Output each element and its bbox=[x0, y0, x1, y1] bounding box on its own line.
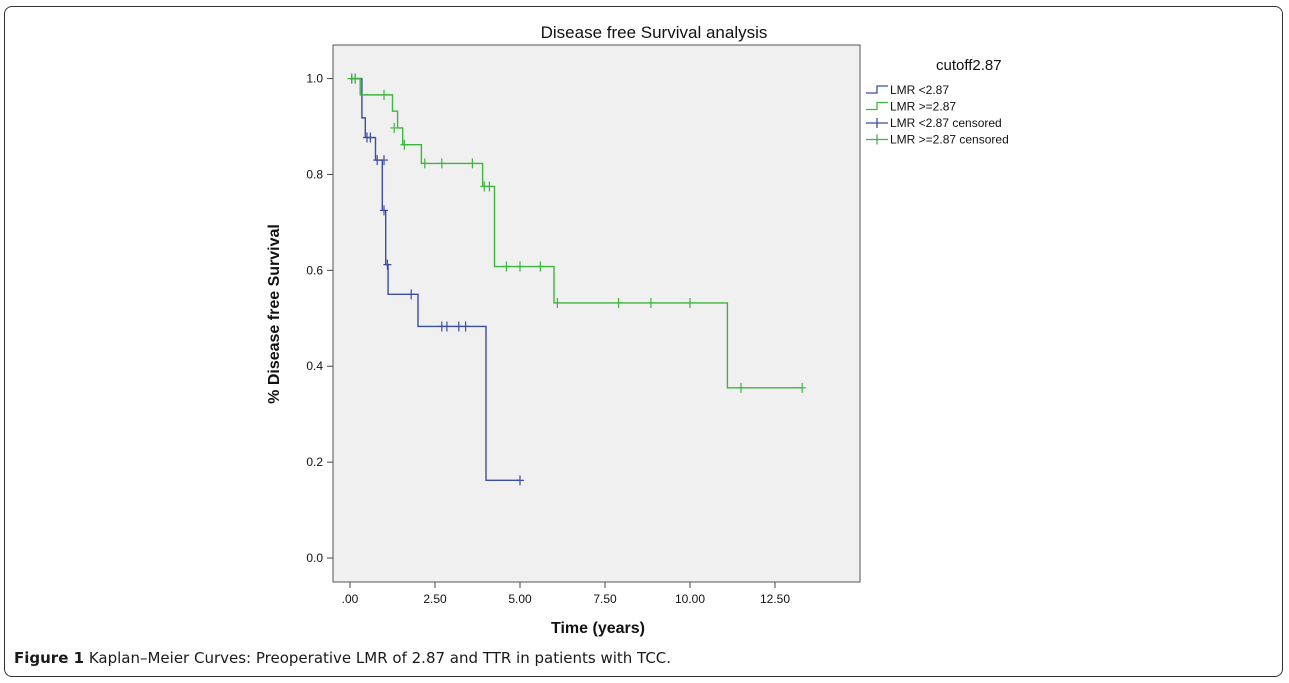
y-tick-label: 0.2 bbox=[306, 455, 323, 469]
legend-label: LMR >=2.87 censored bbox=[890, 133, 1009, 147]
legend-label: LMR <2.87 bbox=[890, 83, 949, 97]
x-tick-label: 12.50 bbox=[760, 592, 790, 606]
y-tick-label: 0.4 bbox=[306, 359, 323, 373]
censor-mark bbox=[502, 261, 511, 272]
x-tick-label: 5.00 bbox=[508, 592, 532, 606]
legend-title: cutoff2.87 bbox=[936, 57, 1002, 74]
chart-title: Disease free Survival analysis bbox=[541, 23, 768, 42]
figure-label: Figure 1 bbox=[14, 649, 85, 667]
y-axis-ticks: 0.0 0.2 0.4 0.6 0.8 1.0 bbox=[306, 72, 333, 565]
legend-swatch bbox=[866, 101, 888, 111]
censor-mark bbox=[516, 261, 524, 272]
censor-mark bbox=[468, 158, 477, 169]
censor-mark bbox=[437, 158, 446, 169]
censor-mark bbox=[390, 122, 399, 133]
censor-mark bbox=[380, 205, 388, 216]
legend-label: LMR <2.87 censored bbox=[890, 116, 1002, 130]
censor-mark bbox=[351, 73, 360, 84]
plot-area bbox=[332, 44, 861, 583]
legend-label: LMR >=2.87 bbox=[890, 100, 956, 114]
legend-swatch bbox=[866, 134, 888, 145]
survival-curves bbox=[347, 73, 807, 486]
censor-mark bbox=[798, 382, 807, 393]
censor-mark bbox=[485, 181, 494, 192]
x-tick-label: .00 bbox=[342, 592, 359, 606]
km-chart: Disease free Survival analysis 0.0 0.2 0.4… bbox=[266, 23, 1009, 637]
figure-frame bbox=[4, 6, 1283, 677]
y-axis-label: % Disease free Survival bbox=[266, 224, 283, 404]
survival-curve-series-2 bbox=[350, 77, 803, 389]
y-tick-label: 0.6 bbox=[306, 263, 323, 277]
censor-mark bbox=[686, 297, 694, 308]
x-tick-label: 10.00 bbox=[675, 592, 705, 606]
legend: LMR <2.87 LMR >=2.87 LMR <2.87 censored LMR… bbox=[866, 83, 1009, 147]
censor-mark bbox=[553, 297, 562, 308]
legend-swatch bbox=[866, 118, 888, 128]
y-tick-label: 1.0 bbox=[306, 72, 323, 86]
censor-mark bbox=[373, 155, 382, 166]
censor-mark bbox=[383, 259, 392, 270]
censor-mark bbox=[420, 158, 429, 169]
legend-swatch bbox=[866, 85, 888, 94]
censor-mark bbox=[536, 261, 545, 272]
censor-mark bbox=[380, 155, 388, 166]
censor-mark bbox=[454, 321, 463, 332]
censor-mark bbox=[400, 139, 409, 150]
censor-mark bbox=[646, 297, 655, 308]
censor-mark bbox=[737, 382, 745, 393]
censor-mark bbox=[442, 321, 451, 332]
x-tick-label: 2.50 bbox=[423, 592, 447, 606]
y-tick-label: 0.8 bbox=[306, 167, 323, 181]
censor-mark bbox=[407, 289, 416, 300]
x-axis-label: Time (years) bbox=[551, 620, 645, 637]
x-tick-label: 7.50 bbox=[593, 592, 617, 606]
caption-text: Kaplan–Meier Curves: Preoperative LMR of… bbox=[88, 649, 672, 667]
censor-mark bbox=[516, 475, 524, 486]
censor-mark bbox=[366, 132, 375, 143]
figure-caption: Figure 1 Kaplan–Meier Curves: Preoperati… bbox=[14, 649, 671, 667]
censor-mark bbox=[380, 89, 388, 100]
censor-mark bbox=[461, 321, 470, 332]
x-axis-ticks: .00 2.50 5.00 7.50 10.00 12.50 bbox=[342, 582, 790, 606]
y-tick-label: 0.0 bbox=[306, 551, 323, 565]
censor-mark bbox=[614, 297, 623, 308]
